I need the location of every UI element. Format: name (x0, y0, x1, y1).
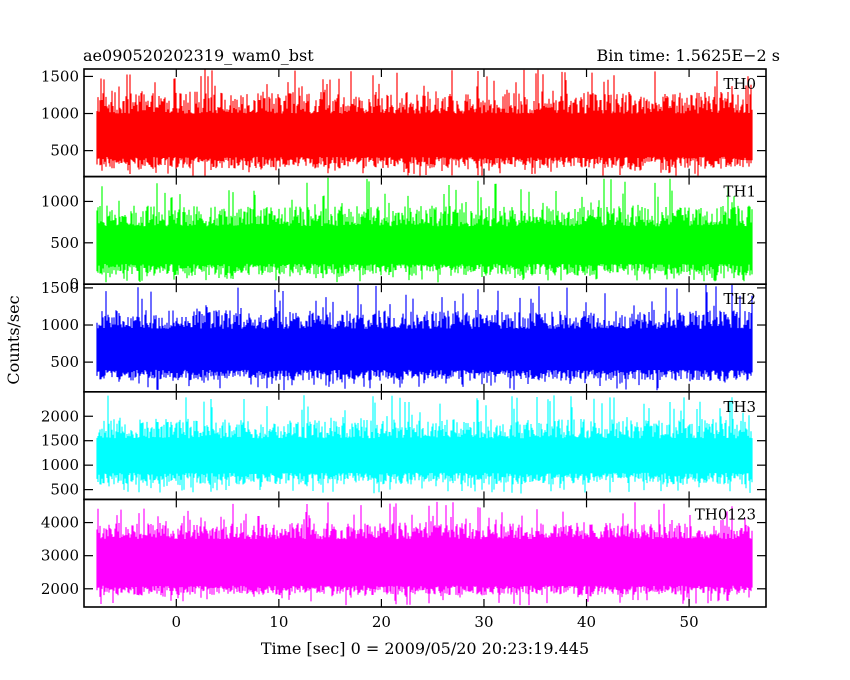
series-th1 (96, 177, 753, 283)
y-tick-label: 1500 (41, 432, 79, 450)
panel-th0123: 2000 3000 4000 TH0123 (41, 498, 767, 608)
panel-label: TH0123 (695, 505, 756, 523)
panel-label: TH2 (723, 290, 756, 308)
x-axis-label: Time [sec] 0 = 2009/05/20 20:23:19.445 (261, 639, 589, 658)
panel-label: TH1 (723, 183, 756, 201)
y-tick-label: 1000 (41, 192, 79, 210)
x-axis: 0 10 20 30 40 50 (172, 613, 699, 631)
x-tick-label: 30 (474, 613, 493, 631)
chart-title: ae090520202319_wam0_bst (83, 46, 314, 65)
y-tick-label: 4000 (41, 514, 79, 532)
y-tick-label: 500 (50, 234, 79, 252)
panel-frame (83, 498, 767, 608)
y-tick-label: 500 (50, 481, 79, 499)
panel-th3: 500 1000 1500 2000 TH3 (41, 390, 767, 501)
y-axis-label: Counts/sec (4, 295, 23, 384)
panel-th0: 500 1000 1500 TH0 (41, 67, 767, 178)
y-tick-label: 1500 (41, 279, 79, 297)
series-th0123 (96, 501, 753, 606)
panel-label: TH3 (723, 398, 756, 416)
x-tick-label: 50 (680, 613, 699, 631)
series-th0 (96, 69, 753, 176)
y-tick-label: 1000 (41, 456, 79, 474)
x-tick-label: 10 (269, 613, 288, 631)
x-tick-label: 40 (577, 613, 596, 631)
bin-time-label: Bin time: 1.5625E−2 s (597, 46, 780, 65)
x-tick-label: 0 (172, 613, 182, 631)
y-tick-label: 2000 (41, 407, 79, 425)
y-tick-label: 2000 (41, 580, 79, 598)
y-tick-label: 1500 (41, 67, 79, 85)
y-tick-label: 1000 (41, 105, 79, 123)
y-tick-label: 1000 (41, 316, 79, 334)
y-tick-label: 0 (69, 275, 79, 293)
y-tick-label: 500 (50, 353, 79, 371)
y-tick-label: 500 (50, 142, 79, 160)
series-th3 (96, 395, 753, 494)
panel-th2: 500 1000 1500 TH2 (41, 279, 767, 393)
x-tick-label: 20 (372, 613, 391, 631)
y-tick-label: 3000 (41, 547, 79, 565)
panel-th1: 0 500 1000 TH1 (41, 175, 767, 293)
series-th2 (96, 284, 753, 391)
panel-label: TH0 (723, 75, 756, 93)
